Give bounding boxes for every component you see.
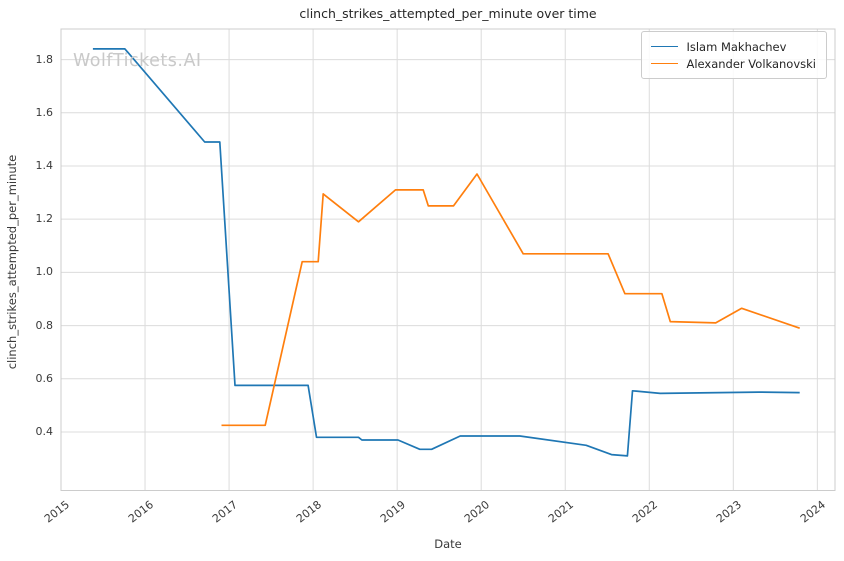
plot-border bbox=[60, 28, 836, 491]
gridlines bbox=[60, 29, 835, 491]
legend: Islam Makhachev Alexander Volkanovski bbox=[641, 31, 827, 79]
series-line-alexander-volkanovski bbox=[221, 173, 800, 427]
legend-item: Alexander Volkanovski bbox=[651, 55, 816, 72]
legend-label: Islam Makhachev bbox=[686, 39, 787, 54]
chart-title: clinch_strikes_attempted_per_minute over… bbox=[299, 6, 597, 21]
y-tick-label: 1.2 bbox=[35, 212, 54, 226]
y-tick-label: 0.8 bbox=[35, 318, 54, 332]
legend-line-swatch bbox=[651, 63, 679, 64]
legend-item: Islam Makhachev bbox=[651, 38, 816, 55]
series-lines bbox=[92, 48, 800, 457]
series-line-islam-makhachev bbox=[92, 48, 800, 457]
y-tick-label: 0.4 bbox=[35, 424, 54, 438]
y-tick-label: 1.8 bbox=[35, 52, 54, 66]
x-axis-label: Date bbox=[434, 537, 462, 551]
legend-line-swatch bbox=[651, 46, 679, 47]
watermark: WolfTickets.AI bbox=[73, 51, 202, 71]
legend-label: Alexander Volkanovski bbox=[686, 56, 816, 71]
y-axis-label: clinch_strikes_attempted_per_minute bbox=[5, 154, 19, 370]
y-tick-label: 1.6 bbox=[35, 105, 54, 119]
y-tick-label: 1.0 bbox=[35, 265, 54, 279]
y-tick-label: 0.6 bbox=[35, 371, 54, 385]
y-tick-label: 1.4 bbox=[35, 158, 54, 172]
